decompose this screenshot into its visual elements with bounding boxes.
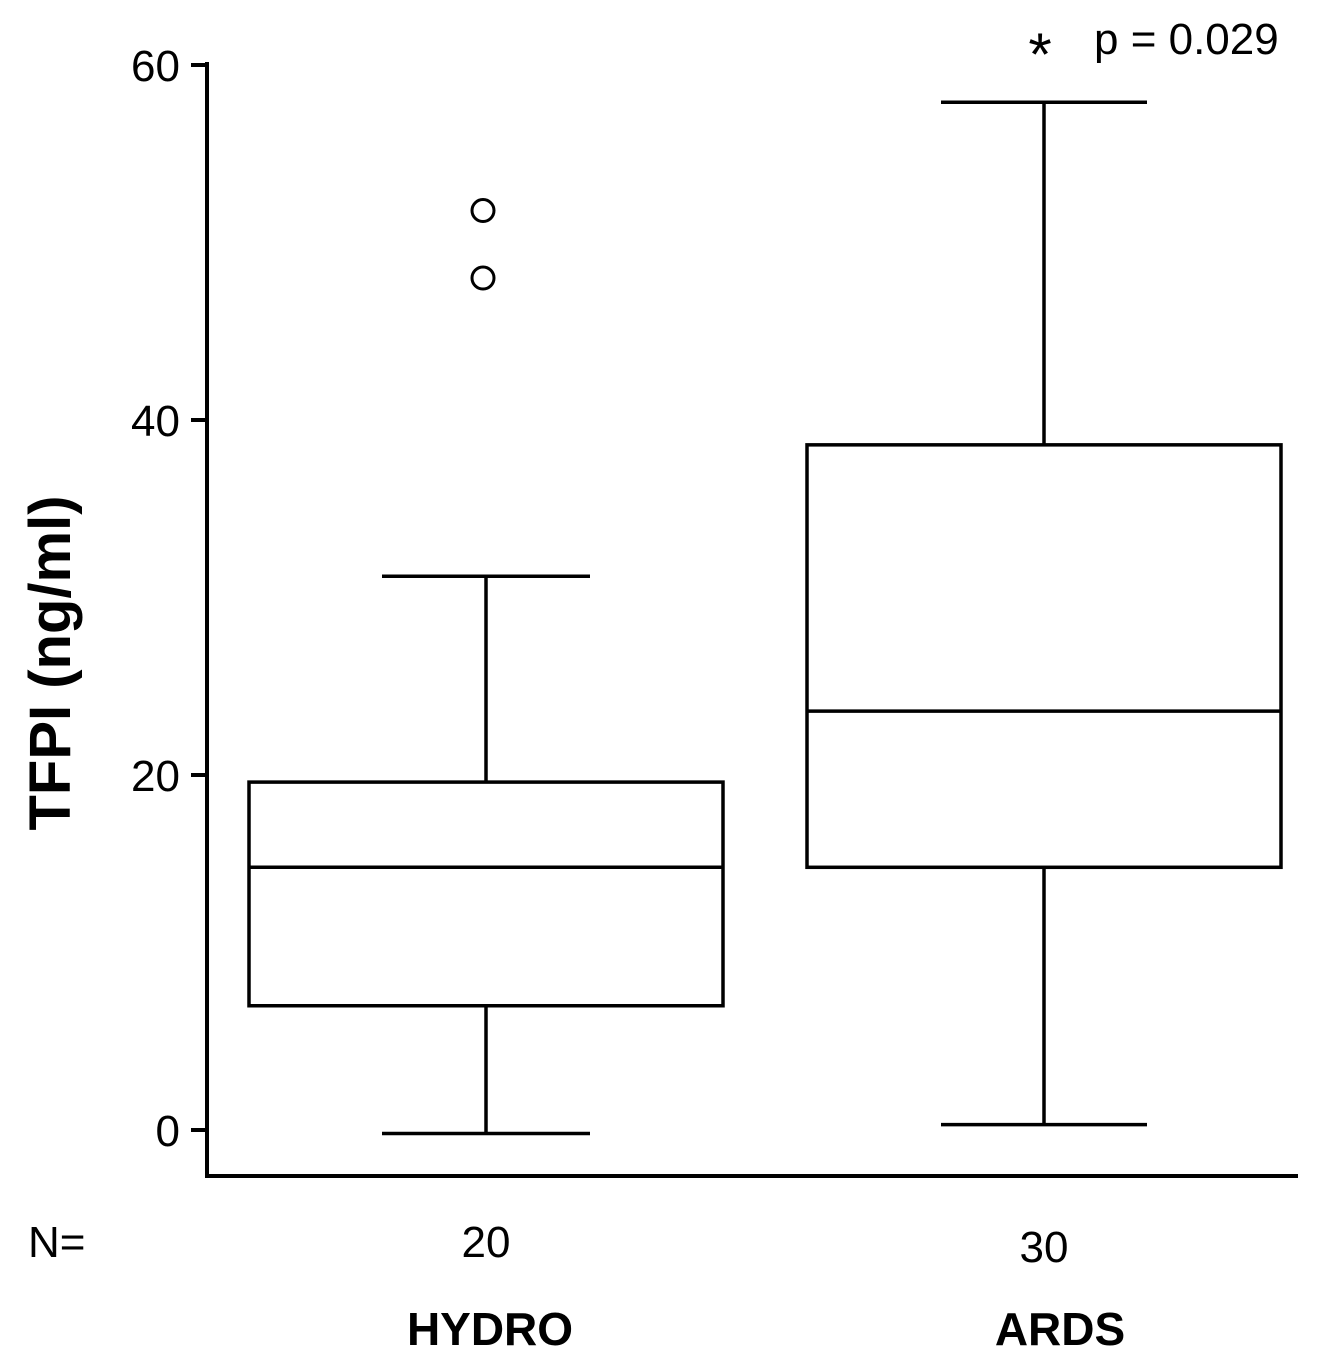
n-value: 30 (1020, 1223, 1069, 1272)
outlier-point (470, 265, 496, 291)
outlier-point (470, 198, 496, 224)
iqr-box (805, 443, 1283, 870)
n-value: 20 (462, 1218, 511, 1267)
box-group-ards: 30 ARDS (805, 100, 1283, 1351)
y-tick-label: 60 (131, 42, 180, 91)
significance-asterisk: * (1028, 21, 1051, 88)
box-groups: 20 HYDRO 30 ARDS (247, 100, 1283, 1351)
iqr-box (247, 780, 725, 1008)
category-label: HYDRO (407, 1303, 573, 1351)
n-label: N= (28, 1218, 85, 1267)
p-value-label: p = 0.029 (1094, 15, 1279, 64)
y-tick-label: 40 (131, 397, 180, 446)
y-axis-label: TFPI (ng/ml) (18, 495, 83, 830)
y-tick-label: 20 (131, 752, 180, 801)
y-tick-label: 0 (156, 1107, 180, 1156)
category-label: ARDS (995, 1303, 1125, 1351)
y-ticks: 0 20 40 60 (131, 42, 207, 1156)
box-group-hydro: 20 HYDRO (247, 198, 725, 1351)
